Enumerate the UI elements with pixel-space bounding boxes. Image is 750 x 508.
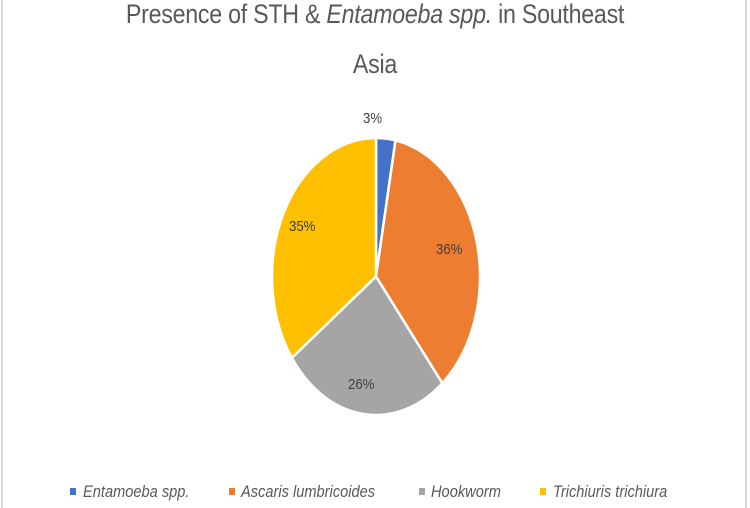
- pie-slice-trichiuris[interactable]: [270, 136, 378, 360]
- legend-marker-icon: [229, 488, 235, 495]
- legend-label: Entamoeba spp.: [83, 482, 190, 501]
- legend-label: Trichiuris trichiura: [553, 482, 668, 501]
- legend-marker-icon: [540, 488, 546, 495]
- data-label-ascaris: 36%: [436, 241, 463, 258]
- title-text: in Southeast: [491, 0, 625, 29]
- pie-slice-ascaris[interactable]: [374, 139, 482, 385]
- title-text: Presence of STH &: [125, 0, 327, 29]
- data-label-hookworm: 26%: [348, 376, 375, 393]
- chart-title-line-2: Asia: [352, 49, 398, 79]
- legend-label: Ascaris lumbricoides: [241, 482, 376, 501]
- legend-label: Hookworm: [431, 482, 501, 501]
- title-italic-text: Entamoeba spp.: [326, 0, 492, 29]
- data-label-entamoeba: 3%: [363, 110, 383, 127]
- legend-marker-icon: [70, 488, 76, 495]
- data-label-trichiuris: 35%: [289, 218, 316, 235]
- pie-slice-hookworm[interactable]: [290, 275, 444, 417]
- legend-marker-icon: [419, 488, 425, 495]
- chart-title-line-1: Presence of STH & Entamoeba spp. in Sout…: [53, 0, 698, 32]
